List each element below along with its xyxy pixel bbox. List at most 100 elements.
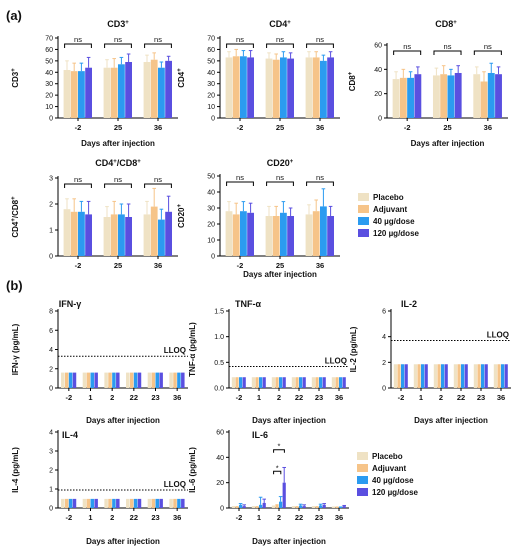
- x-tick-label: 25: [276, 123, 284, 132]
- bar: [68, 372, 73, 388]
- title-text: CD3: [107, 19, 125, 29]
- bars: [225, 48, 334, 118]
- bar: [147, 498, 152, 508]
- bar: [265, 216, 273, 256]
- x-tick-label: 25: [114, 123, 122, 132]
- bar: [282, 377, 286, 388]
- x-tick-label: 22: [295, 393, 303, 402]
- bar: [392, 79, 400, 118]
- y-tick-label: 3: [49, 449, 53, 456]
- bar: [312, 211, 320, 256]
- x-axis-label: Days after injection: [86, 537, 160, 546]
- x-tick-label: 36: [173, 513, 181, 522]
- bar: [342, 506, 346, 508]
- bar: [272, 59, 280, 118]
- bar: [177, 372, 181, 388]
- legend-swatch: [358, 217, 369, 225]
- significance-bracket: [144, 43, 172, 48]
- significance-label: ns: [154, 35, 162, 44]
- y-label-superscript: +: [177, 68, 183, 72]
- chart-title: IFN-γ: [59, 299, 82, 309]
- legend-label: 120 µg/dose: [372, 488, 419, 497]
- y-axis-label: TNF-α (pg/mL): [188, 322, 197, 377]
- bar: [339, 506, 343, 508]
- bar: [137, 372, 142, 388]
- legend-label: 120 µg/dose: [373, 229, 420, 238]
- bar: [315, 506, 319, 508]
- x-tick-label: 2: [110, 513, 114, 522]
- bar: [247, 212, 254, 256]
- significance-label: ns: [114, 175, 122, 184]
- x-tick-label: 22: [130, 393, 138, 402]
- bar: [242, 506, 246, 508]
- bar: [262, 377, 266, 388]
- y-tick-label: 50: [207, 174, 215, 181]
- bar: [255, 377, 259, 388]
- y-label-text: IFN-γ (pg/mL): [11, 323, 20, 375]
- bar: [320, 206, 327, 256]
- bar: [70, 211, 78, 256]
- bar: [331, 506, 335, 508]
- y-tick-label: 0: [211, 254, 215, 261]
- bar: [112, 498, 116, 508]
- x-tick-label: 23: [315, 513, 323, 522]
- x-tick-label: 25: [276, 261, 284, 270]
- bar: [407, 77, 415, 118]
- y-tick-label: 30: [207, 206, 215, 213]
- chart-title: CD4+/CD8+: [95, 158, 141, 168]
- bar: [103, 67, 111, 118]
- bar: [169, 498, 173, 508]
- lloq-label: LLOQ: [164, 346, 186, 355]
- legend-label: Adjuvant: [372, 464, 407, 473]
- bar: [235, 506, 239, 508]
- x-tick-label: 36: [154, 123, 162, 132]
- bar: [64, 498, 69, 508]
- bars: [63, 52, 172, 118]
- y-tick-label: 2: [49, 202, 53, 209]
- x-tick-label: -2: [398, 393, 405, 402]
- bar: [133, 498, 138, 508]
- bar: [116, 498, 120, 508]
- bar: [487, 72, 495, 118]
- bar: [143, 62, 151, 118]
- lloq-label: LLOQ: [325, 356, 347, 365]
- x-tick-label: 1: [257, 393, 261, 402]
- bar: [85, 214, 92, 256]
- y-tick-label: 60: [207, 47, 215, 54]
- bars: [61, 498, 185, 508]
- bar: [126, 498, 130, 508]
- bar: [63, 209, 71, 256]
- bar: [504, 364, 508, 388]
- bar: [181, 498, 185, 508]
- bar: [165, 211, 172, 256]
- bar: [129, 498, 134, 508]
- bar: [477, 364, 481, 388]
- legend-swatch: [358, 193, 369, 201]
- y-label-text: IL-4 (pg/mL): [11, 447, 20, 493]
- y-label-superscript: +: [11, 218, 17, 222]
- chart-cd3: 010203040506070-2ns25ns36nsCD3+CD3+Days …: [11, 19, 178, 148]
- y-tick-label: 1.5: [214, 309, 224, 316]
- bar: [86, 498, 91, 508]
- bar: [432, 75, 440, 118]
- y-tick-label: 40: [216, 455, 224, 462]
- bar: [399, 77, 407, 118]
- significance-label: ns: [444, 42, 452, 51]
- y-label-text: CD3: [11, 71, 20, 88]
- legend-swatch: [357, 476, 368, 484]
- y-tick-label: 0: [211, 116, 215, 123]
- y-tick-label: 30: [207, 81, 215, 88]
- x-tick-label: 23: [477, 393, 485, 402]
- bar: [118, 214, 125, 256]
- bar: [311, 377, 315, 388]
- bars: [63, 187, 172, 256]
- significance-bracket: [226, 181, 254, 186]
- bar: [116, 372, 120, 388]
- x-axis-label: Days after injection: [86, 416, 160, 425]
- y-tick-label: 10: [207, 104, 215, 111]
- y-tick-label: 50: [207, 58, 215, 65]
- bar: [150, 206, 158, 256]
- bar: [85, 67, 92, 118]
- bar: [94, 498, 98, 508]
- bar: [82, 498, 87, 508]
